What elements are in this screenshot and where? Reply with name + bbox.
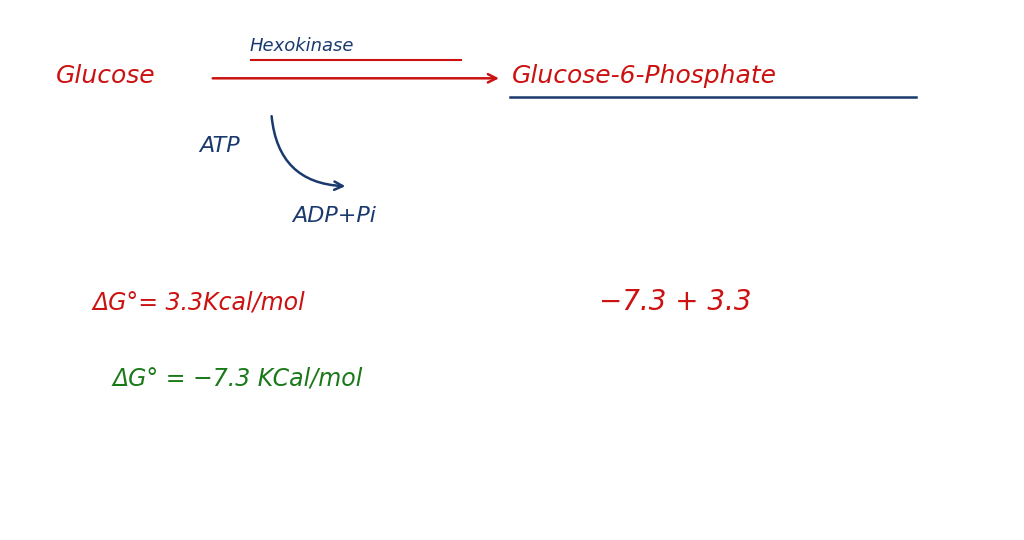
Text: ATP: ATP — [200, 136, 241, 156]
Text: Hexokinase: Hexokinase — [250, 37, 354, 55]
Text: Glucose: Glucose — [56, 64, 156, 87]
Text: −7.3 + 3.3: −7.3 + 3.3 — [599, 288, 752, 316]
Text: ΔG°= 3.3Kcal/mol: ΔG°= 3.3Kcal/mol — [92, 291, 305, 314]
Text: ADP+Pi: ADP+Pi — [292, 206, 376, 226]
Text: ΔG° = −7.3 KCal/mol: ΔG° = −7.3 KCal/mol — [113, 366, 364, 390]
Text: Glucose-6-Phosphate: Glucose-6-Phosphate — [512, 64, 777, 87]
